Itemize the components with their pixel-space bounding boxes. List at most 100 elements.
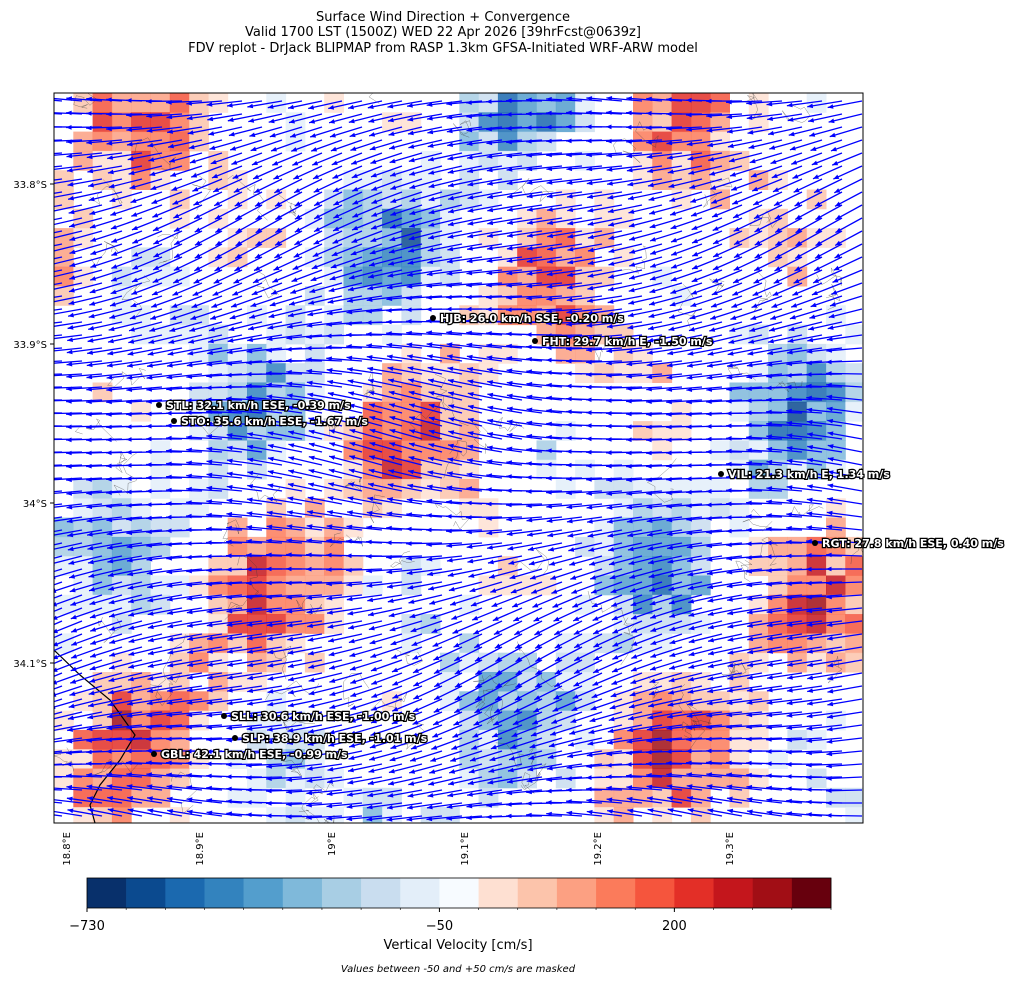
arrow-head — [370, 653, 377, 658]
cell — [324, 575, 344, 596]
wind-arrow — [54, 139, 83, 142]
wind-arrow — [766, 514, 803, 518]
arrow-head — [411, 744, 417, 750]
cell — [324, 305, 344, 326]
arrow-head — [346, 321, 352, 326]
arrow-head — [130, 302, 137, 308]
arrow-head — [166, 423, 172, 428]
wind-arrow — [506, 420, 543, 427]
wind-arrow — [326, 581, 363, 585]
wind-arrow — [607, 529, 643, 537]
arrow-head — [686, 97, 692, 103]
arrow-head — [587, 194, 593, 199]
cell — [787, 266, 808, 287]
arrow-head — [233, 278, 240, 284]
wind-arrow — [687, 672, 723, 681]
cell — [826, 556, 846, 576]
wind-arrow — [466, 256, 503, 263]
contour — [473, 674, 516, 688]
wind-arrow — [606, 464, 643, 467]
cell — [208, 691, 229, 712]
wind-arrow — [827, 321, 863, 330]
arrow-head — [646, 386, 652, 392]
arrow-head — [109, 197, 116, 203]
wind-arrow — [127, 594, 163, 603]
cell — [478, 498, 499, 519]
arrow-head — [67, 715, 74, 721]
wind-arrow — [588, 724, 623, 734]
wind-arrow — [546, 112, 583, 115]
arrow-head — [126, 516, 132, 522]
arrow-head — [826, 406, 833, 412]
arrow-head — [766, 362, 773, 367]
wind-arrow — [109, 191, 143, 203]
arrow-head — [586, 436, 592, 442]
wind-arrow — [746, 449, 783, 453]
arrow-head — [766, 724, 772, 730]
arrow-head — [246, 371, 252, 377]
wind-arrow — [629, 581, 663, 593]
arrow-head — [327, 379, 334, 385]
cell — [729, 749, 750, 769]
arrow-head — [247, 662, 254, 668]
wind-arrow — [247, 646, 283, 654]
arrow-head — [169, 158, 176, 163]
cell — [343, 189, 364, 210]
arrow-head — [46, 450, 52, 455]
wind-arrow — [146, 113, 183, 118]
arrow-head — [626, 124, 632, 130]
arrow-head — [826, 538, 832, 544]
wind-arrow — [707, 672, 743, 681]
arrow-head — [132, 252, 139, 257]
wind-arrow — [146, 724, 183, 729]
arrow-head — [433, 669, 440, 674]
arrow-head — [586, 166, 593, 172]
arrow-head — [510, 744, 517, 749]
arrow-head — [646, 374, 653, 380]
arrow-head — [669, 639, 676, 645]
arrow-head — [486, 331, 492, 336]
wind-arrow — [628, 295, 663, 305]
arrow-head — [106, 97, 112, 102]
arrow-head — [607, 181, 613, 186]
arrow-head — [486, 343, 493, 348]
wind-arrow — [288, 456, 323, 466]
arrow-head — [554, 656, 561, 662]
arrow-head — [268, 118, 275, 124]
wind-arrow — [646, 516, 683, 523]
arrow-head — [186, 554, 192, 560]
wind-arrow — [90, 256, 123, 268]
arrow-head — [186, 460, 192, 466]
cell — [517, 286, 537, 306]
wind-arrow — [166, 594, 203, 601]
wind-arrow — [66, 399, 103, 403]
arrow-head — [308, 455, 315, 461]
cell — [285, 807, 306, 823]
arrow-head — [747, 649, 754, 655]
wind-arrow — [306, 321, 343, 327]
arrow-head — [313, 187, 320, 193]
cell — [729, 498, 750, 519]
arrow-head — [168, 143, 174, 149]
wind-arrow — [746, 685, 783, 692]
arrow-head — [254, 188, 261, 193]
arrow-head — [28, 729, 34, 734]
arrow-head — [349, 416, 356, 421]
arrow-head — [686, 503, 692, 508]
arrow-head — [367, 597, 374, 603]
wind-arrow — [806, 385, 843, 388]
wind-arrow — [806, 526, 843, 531]
arrow-head — [827, 431, 834, 436]
arrow-head — [567, 233, 574, 239]
arrow-head — [326, 567, 332, 572]
arrow-head — [586, 322, 593, 328]
wind-arrow — [267, 659, 303, 667]
arrow-head — [66, 139, 72, 145]
cell — [497, 93, 518, 113]
arrow-head — [815, 253, 821, 259]
wind-arrow — [506, 230, 543, 237]
arrow-head — [707, 351, 714, 356]
arrow-head — [110, 224, 117, 230]
arrow-head — [507, 207, 513, 212]
arrow-head — [626, 167, 633, 173]
